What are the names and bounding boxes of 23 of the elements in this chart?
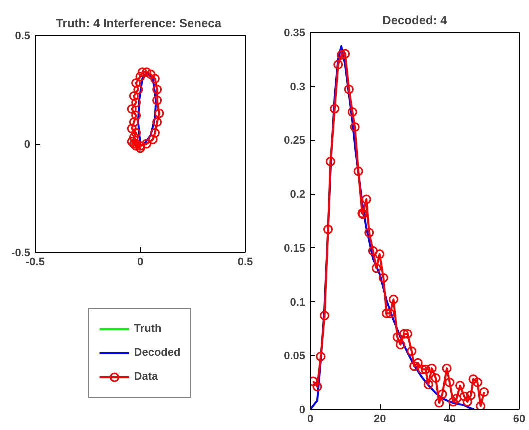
x-tick-label: 0 — [137, 256, 144, 268]
chart-title: Decoded: 4 — [382, 14, 448, 28]
chart-title: Truth: 4 Interference: Seneca — [56, 16, 222, 30]
y-tick-label: 0.05 — [284, 350, 306, 363]
y-tick-label: 0.15 — [284, 242, 306, 255]
x-tick-label: 20 — [374, 414, 386, 426]
x-tick-label: 0.5 — [238, 256, 254, 268]
y-tick-label: 0.2 — [290, 189, 306, 202]
x-tick-label: 60 — [513, 414, 526, 426]
y-tick-label: 0.1 — [290, 296, 306, 309]
y-tick-label: 0 — [24, 139, 31, 151]
y-tick-label: -0.5 — [12, 248, 31, 260]
legend-label: Truth — [134, 322, 162, 334]
legend-label: Decoded — [134, 346, 181, 358]
x-tick-label: -0.5 — [26, 256, 45, 268]
x-tick-label: 40 — [444, 414, 456, 426]
y-tick-label: 0.35 — [284, 28, 306, 40]
y-tick-label: 0.3 — [290, 81, 306, 94]
y-tick-label: 0 — [299, 404, 306, 416]
y-tick-label: 0.25 — [284, 135, 306, 148]
y-tick-label: 0.5 — [15, 30, 31, 42]
x-tick-label: 0 — [307, 414, 314, 426]
legend-label: Data — [134, 370, 158, 382]
